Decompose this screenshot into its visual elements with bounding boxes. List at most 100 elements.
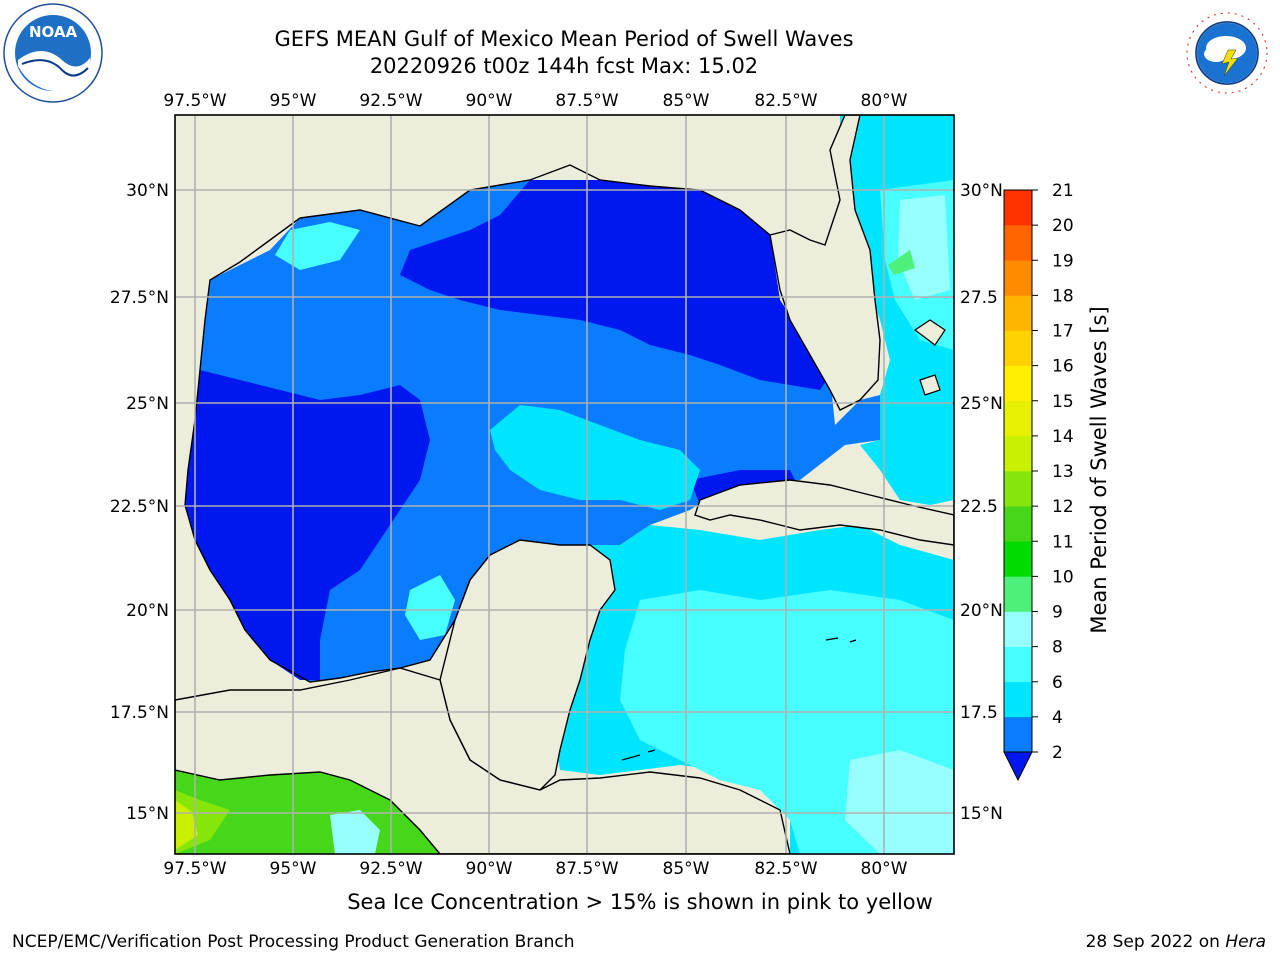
lon-tick-label: 80°W — [861, 859, 908, 879]
colorbar-tick-label: 12 — [1052, 497, 1074, 517]
colorbar-tick-label: 4 — [1052, 708, 1063, 728]
colorbar-segment — [1004, 681, 1032, 718]
chart-subtitle: 20220926 t00z 144h fcst Max: 15.02 — [369, 54, 759, 78]
map-frame — [174, 114, 955, 855]
lon-tick-label: 92.5°W — [359, 859, 422, 879]
lat-tick-label: 30°N — [960, 181, 1003, 201]
lat-tick-label: 30°N — [126, 181, 169, 201]
colorbar-tick-label: 17 — [1052, 322, 1074, 342]
colorbar-segment — [1004, 295, 1032, 331]
honduras-bay-islands — [621, 749, 656, 761]
colorbar-segment — [1004, 576, 1032, 612]
lat-tick-label: 27.5°N — [110, 288, 169, 308]
cuba-land — [694, 479, 954, 546]
lon-tick-label: 97.5°W — [163, 859, 226, 879]
colorbar-tick-label: 16 — [1052, 357, 1074, 377]
colorbar-tick-label: 10 — [1052, 567, 1074, 587]
lon-tick-label: 85°W — [663, 859, 710, 879]
central-america-land — [175, 667, 791, 854]
lon-tick-label: 80°W — [861, 91, 908, 111]
colorbar-segment — [1004, 716, 1032, 753]
florida-land — [769, 115, 881, 411]
lat-tick-label: 25°N — [960, 394, 1003, 414]
colorbar-segment — [1004, 506, 1032, 542]
colorbar-tick-label: 8 — [1052, 638, 1063, 658]
colorbar-tick-label: 13 — [1052, 462, 1074, 482]
lon-ticks-bottom: 97.5°W 95°W 92.5°W 90°W 87.5°W 85°W 82.5… — [163, 859, 907, 879]
lat-tick-label: 15°N — [960, 804, 1003, 824]
noaa-logo-icon: NOAA — [2, 2, 104, 104]
chart-title: GEFS MEAN Gulf of Mexico Mean Period of … — [274, 27, 854, 51]
map-plot-area — [175, 115, 954, 854]
colorbar-tick-label: 15 — [1052, 392, 1074, 412]
swell-6-8s-south-patch — [405, 575, 455, 640]
colorbar-tick-label: 14 — [1052, 427, 1074, 447]
lon-tick-label: 87.5°W — [555, 859, 618, 879]
colorbar-label: Mean Period of Swell Waves [s] — [1087, 306, 1111, 633]
swell-under-2s-west — [185, 370, 430, 680]
swell-9-10s-atlantic — [888, 250, 915, 275]
colorbar: 2 4 6 8 9 10 11 12 13 14 15 16 17 18 19 20 21 — [1003, 181, 1074, 782]
lat-ticks-right: 30°N 27.5 25°N 22.5 20°N 17.5 15°N — [960, 181, 1003, 824]
colorbar-tick-label: 19 — [1052, 251, 1074, 271]
lon-tick-label: 85°W — [663, 91, 710, 111]
lon-tick-label: 95°W — [270, 91, 317, 111]
gulf-of-mexico-swell-period-map: 97.5°W 95°W 92.5°W 90°W 87.5°W 85°W 82.5… — [110, 91, 1111, 879]
colorbar-segment — [1004, 541, 1032, 577]
colorbar-segment — [1004, 365, 1032, 402]
lat-tick-label: 15°N — [126, 804, 169, 824]
us-gulf-coastline — [299, 164, 771, 236]
cayman-islands — [825, 637, 857, 643]
lon-tick-label: 97.5°W — [163, 91, 226, 111]
bahamas-islands — [913, 319, 946, 396]
noaa-logo-text: NOAA — [29, 23, 78, 41]
footer-credit: NCEP/EMC/Verification Post Processing Pr… — [12, 932, 575, 952]
lon-tick-label: 82.5°W — [754, 91, 817, 111]
lon-tick-label: 90°W — [466, 859, 513, 879]
colorbar-segment — [1004, 330, 1032, 366]
lat-tick-label: 22.5°N — [110, 497, 169, 517]
swell-8-9s-atlantic — [898, 195, 950, 300]
lon-tick-label: 95°W — [270, 859, 317, 879]
lat-tick-label: 22.5 — [960, 497, 998, 517]
colorbar-tick-label: 11 — [1052, 532, 1074, 552]
lat-ticks-left: 30°N 27.5°N 25°N 22.5°N 20°N 17.5°N 15°N — [110, 181, 169, 824]
footer-date-text: 28 Sep 2022 on — [1085, 932, 1220, 952]
colorbar-segment — [1004, 260, 1032, 296]
lon-tick-label: 90°W — [466, 91, 513, 111]
lat-tick-label: 17.5 — [960, 703, 998, 723]
mexico-gulf-coastline — [184, 217, 491, 683]
footer-date: 28 Sep 2022 on Hera — [1086, 932, 1266, 952]
sea-ice-note: Sea Ice Concentration > 15% is shown in … — [347, 890, 933, 914]
colorbar-segment — [1004, 225, 1032, 261]
colorbar-segment — [1004, 646, 1032, 683]
colorbar-segment — [1004, 471, 1032, 507]
colorbar-segment — [1004, 190, 1032, 226]
lat-tick-label: 20°N — [960, 601, 1003, 621]
swell-6-8s-west-patch — [275, 222, 360, 270]
colorbar-segment — [1004, 435, 1032, 472]
swell-8-9s-pacific — [330, 810, 380, 854]
colorbar-segment — [1004, 611, 1032, 647]
map-gridlines — [175, 115, 954, 854]
lat-tick-label: 25°N — [126, 394, 169, 414]
colorbar-tick-label: 6 — [1052, 673, 1063, 693]
colorbar-segment — [1004, 400, 1032, 437]
colorbar-tick-label: 2 — [1052, 743, 1063, 763]
colorbar-tick-label: 9 — [1052, 603, 1063, 623]
lat-tick-label: 17.5°N — [110, 703, 169, 723]
swell-under-2s-north — [400, 180, 830, 390]
lat-tick-label: 27.5 — [960, 288, 998, 308]
colorbar-tick-label: 21 — [1052, 181, 1074, 201]
footer-host: Hera — [1225, 932, 1266, 952]
lon-tick-label: 87.5°W — [555, 91, 618, 111]
swell-8-9s-patch — [845, 750, 954, 854]
lon-tick-label: 92.5°W — [359, 91, 422, 111]
lon-ticks-top: 97.5°W 95°W 92.5°W 90°W 87.5°W 85°W 82.5… — [163, 91, 907, 111]
colorbar-under-triangle — [1003, 751, 1033, 782]
colorbar-tick-label: 18 — [1052, 286, 1074, 306]
national-weather-service-logo-icon — [1176, 2, 1278, 104]
lat-tick-label: 20°N — [126, 601, 169, 621]
colorbar-tick-label: 20 — [1052, 216, 1074, 236]
swell-4-6s-central — [490, 405, 700, 510]
